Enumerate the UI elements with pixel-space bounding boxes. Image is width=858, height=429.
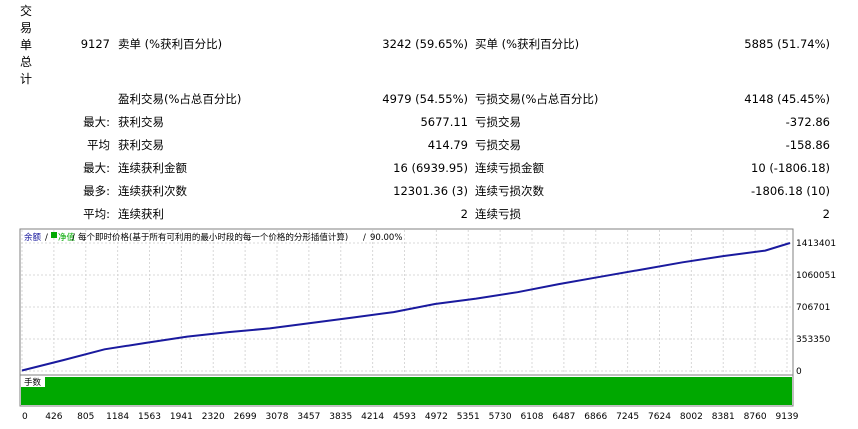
- row-left-value: 5677.11: [420, 115, 468, 129]
- x-tick-label: 3835: [329, 412, 352, 422]
- x-tick-label: 9139: [776, 412, 799, 422]
- chart-frame: [19, 228, 794, 376]
- row-prefix: 平均: [87, 138, 110, 152]
- side-label-char: 总: [20, 55, 33, 69]
- y-tick-label: 353350: [796, 335, 831, 345]
- legend-quality: 90.00%: [370, 233, 402, 243]
- total-trades-value: 9127: [80, 37, 110, 51]
- row-right-value: -372.86: [785, 115, 830, 129]
- x-tick-label: 8760: [744, 412, 767, 422]
- legend-separator: /: [45, 233, 48, 243]
- row-left-label: 获利交易: [118, 115, 164, 129]
- x-tick-label: 7624: [648, 412, 671, 422]
- x-tick-label: 4593: [393, 412, 416, 422]
- x-tick-label: 426: [45, 412, 62, 422]
- y-tick-label: 1413401: [796, 239, 836, 249]
- sell-trades-value: 3242 (59.65%): [382, 37, 468, 51]
- row-right-value: 4148 (45.45%): [744, 92, 830, 106]
- x-tick-label: 3457: [297, 412, 320, 422]
- x-tick-label: 8381: [712, 412, 735, 422]
- sell-trades-label: 卖单 (%获利百分比): [118, 37, 223, 51]
- side-label-char: 单: [20, 38, 33, 52]
- row-left-value: 4979 (54.55%): [382, 92, 468, 106]
- legend-balance: 余额: [24, 232, 42, 243]
- buy-trades-label: 买单 (%获利百分比): [475, 37, 580, 51]
- row-right-value: -158.86: [785, 138, 830, 152]
- row-prefix: 最大:: [83, 115, 110, 129]
- x-tick-label: 6108: [521, 412, 544, 422]
- x-tick-label: 1941: [170, 412, 193, 422]
- x-tick-label: 5351: [457, 412, 480, 422]
- x-tick-label: 6487: [552, 412, 575, 422]
- row-right-value: 10 (-1806.18): [751, 161, 830, 175]
- row-left-value: 16 (6939.95): [393, 161, 468, 175]
- row-right-value: -1806.18 (10): [751, 184, 830, 198]
- legend-separator: /: [72, 233, 75, 243]
- chart-legend: 余额 / 净值 / 每个即时价格(基于所有可利用的最小时段的每一个价格的分形插值…: [24, 232, 402, 243]
- row-right-label: 亏损交易(%占总百分比): [475, 92, 599, 106]
- x-tick-label: 2320: [202, 412, 225, 422]
- row-right-label: 连续亏损次数: [475, 184, 544, 198]
- x-tick-label: 3078: [266, 412, 289, 422]
- legend-separator: /: [363, 233, 366, 243]
- row-prefix: 平均:: [83, 207, 110, 221]
- equity-swatch-icon: [51, 232, 57, 238]
- x-tick-label: 5730: [489, 412, 512, 422]
- x-tick-label: 1563: [138, 412, 161, 422]
- row-prefix: 最大:: [83, 161, 110, 175]
- side-label-char: 交: [20, 4, 33, 18]
- x-tick-label: 8002: [680, 412, 703, 422]
- row-right-label: 连续亏损: [475, 207, 521, 221]
- legend-equity: 净值: [58, 232, 76, 243]
- y-tick-label: 1060051: [796, 271, 836, 281]
- x-tick-label: 4972: [425, 412, 448, 422]
- x-axis-labels: 0 426 805 1184 1563 1941 2320 2699 3078 3457 3835 4…: [22, 412, 799, 422]
- x-tick-label: 0: [22, 412, 28, 422]
- row-right-label: 亏损交易: [475, 115, 521, 129]
- row-right-label: 亏损交易: [475, 138, 521, 152]
- side-label-char: 易: [20, 21, 33, 35]
- volume-label-bg: [21, 377, 45, 387]
- row-right-label: 连续亏损金额: [475, 161, 544, 175]
- row-left-value: 414.79: [427, 138, 468, 152]
- row-left-label: 连续获利金额: [118, 161, 187, 175]
- summary-vertical-label: 交 易 单 总 计: [20, 3, 34, 88]
- row-left-label: 连续获利: [118, 207, 164, 221]
- side-label-char: 计: [20, 72, 33, 86]
- y-tick-label: 706701: [796, 303, 830, 313]
- x-tick-label: 1184: [106, 412, 129, 422]
- volume-label: 手数: [24, 377, 42, 388]
- x-tick-label: 7245: [616, 412, 639, 422]
- row-left-value: 2: [460, 207, 468, 221]
- row-right-value: 2: [822, 207, 830, 221]
- row-left-label: 连续获利次数: [118, 184, 187, 198]
- x-tick-label: 4214: [361, 412, 384, 422]
- x-tick-label: 805: [77, 412, 94, 422]
- y-axis-labels: 1413401 1060051 706701 353350 0: [796, 239, 836, 377]
- row-left-label: 获利交易: [118, 138, 164, 152]
- row-prefix: 最多:: [83, 184, 110, 198]
- y-tick-label: 0: [796, 367, 802, 377]
- legend-description: 每个即时价格(基于所有可利用的最小时段的每一个价格的分形插值计算): [78, 232, 348, 243]
- chart-grid: [21, 230, 792, 374]
- balance-series-line: [21, 242, 791, 372]
- x-tick-label: 2699: [234, 412, 257, 422]
- x-tick-label: 6866: [584, 412, 607, 422]
- row-left-label: 盈利交易(%占总百分比): [118, 92, 242, 106]
- row-left-value: 12301.36 (3): [393, 184, 468, 198]
- buy-trades-value: 5885 (51.74%): [744, 37, 830, 51]
- volume-bars: [21, 377, 792, 405]
